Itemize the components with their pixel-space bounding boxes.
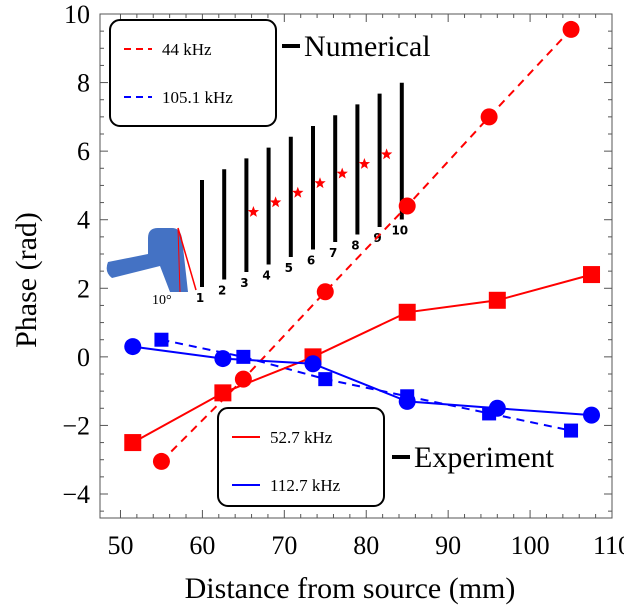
legend-entry-label: 105.1 kHz <box>162 88 233 107</box>
legends: 44 kHz 105.1 kHz Numerical 52.7 kHz 112.7 kH… <box>109 19 555 507</box>
x-tick-label: 60 <box>189 531 215 560</box>
x-tick-label: 80 <box>353 531 379 560</box>
transducer-bar-label: 6 <box>307 254 315 268</box>
data-point <box>124 338 142 356</box>
x-tick-label: 110 <box>593 531 624 560</box>
data-point <box>152 452 170 470</box>
transducer-bar-label: 3 <box>240 276 248 290</box>
plot-area <box>99 13 613 519</box>
y-tick-label: 2 <box>77 274 90 303</box>
source-transducer <box>106 228 188 292</box>
data-point <box>214 384 232 402</box>
data-point <box>398 392 416 410</box>
data-point <box>564 423 579 438</box>
transducer-bar-label: 7 <box>329 246 337 260</box>
y-tick-label: 8 <box>77 69 90 98</box>
legend-entry-label: 44 kHz <box>162 40 212 59</box>
x-tick-label: 90 <box>435 531 461 560</box>
legend-box <box>217 407 385 507</box>
series-112-7-khz <box>124 338 601 424</box>
data-point <box>214 350 232 368</box>
plot-frame <box>99 13 613 519</box>
star-marker <box>292 186 304 198</box>
data-point <box>562 20 580 38</box>
y-tick-label: 10 <box>64 0 90 29</box>
x-axis-title: Distance from source (mm) <box>185 572 516 605</box>
y-tick-label: −4 <box>62 480 90 509</box>
data-point <box>154 332 169 347</box>
x-tick-label: 100 <box>511 531 550 560</box>
data-point <box>488 291 506 309</box>
data-point <box>124 434 142 452</box>
legend-box <box>109 19 277 127</box>
legend-entry-label: 52.7 kHz <box>270 428 333 447</box>
angle-line <box>177 227 197 291</box>
series-line <box>160 28 572 463</box>
x-tick-label: 70 <box>271 531 297 560</box>
y-axis-title: Phase (rad) <box>10 212 43 348</box>
data-point <box>583 266 601 284</box>
transducer-bar-label: 2 <box>218 284 226 298</box>
star-marker <box>314 177 326 189</box>
data-series <box>124 20 601 470</box>
star-marker <box>380 148 393 160</box>
data-point <box>488 399 506 417</box>
legend-entry-label: 112.7 kHz <box>270 476 341 495</box>
series-52-7-khz <box>124 266 601 452</box>
star-marker <box>247 206 260 217</box>
data-point <box>398 197 416 215</box>
x-tick-label: 50 <box>107 531 133 560</box>
angle-reference-line <box>177 227 181 293</box>
legend-numerical: 44 kHz 105.1 kHz Numerical <box>109 19 431 127</box>
legend-experiment: 52.7 kHz 112.7 kHz Experiment <box>217 407 555 507</box>
star-marker <box>336 167 348 179</box>
data-point <box>318 372 333 387</box>
y-tick-label: −2 <box>62 411 90 440</box>
legend-group-label: Numerical <box>304 30 431 63</box>
data-point <box>304 355 322 373</box>
series-line <box>132 273 592 444</box>
series-line <box>132 345 592 417</box>
data-point <box>480 108 498 126</box>
series-44-khz <box>152 20 580 470</box>
star-marker <box>358 158 371 169</box>
data-point <box>236 349 251 364</box>
transducer-bar-label: 1 <box>196 291 204 305</box>
y-tick-label: 4 <box>77 206 90 235</box>
star-marker <box>269 196 282 208</box>
transducer-bar-label: 5 <box>285 261 293 275</box>
data-point <box>583 406 601 424</box>
angle-label: 10° <box>152 293 172 308</box>
transducer-bar-label: 8 <box>351 239 359 253</box>
y-tick-label: 0 <box>77 343 90 372</box>
transducer-bar-label: 4 <box>262 269 270 283</box>
data-point <box>398 303 416 321</box>
transducer-bar-label: 10 <box>391 224 408 238</box>
series-line <box>161 338 572 432</box>
y-tick-label: 6 <box>77 137 90 166</box>
legend-group-label: Experiment <box>414 441 555 474</box>
data-point <box>316 283 334 301</box>
